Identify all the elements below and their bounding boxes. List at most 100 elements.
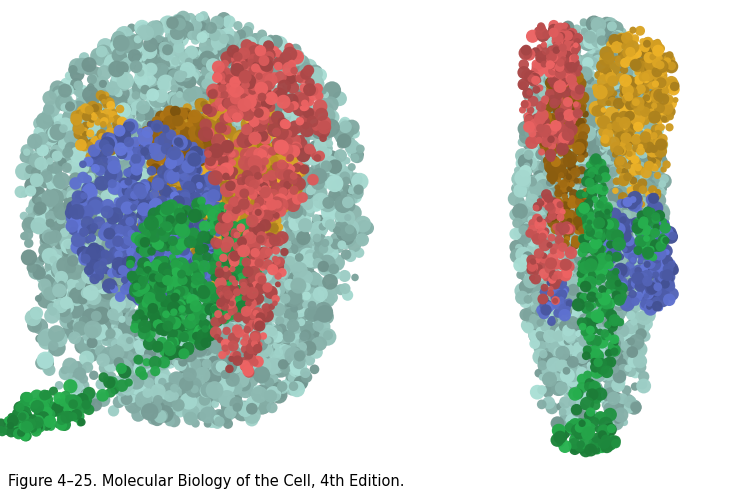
Point [209, 336, 221, 344]
Point [290, 54, 302, 62]
Point [295, 378, 307, 386]
Point [586, 217, 597, 225]
Point [59, 261, 71, 269]
Point [198, 302, 210, 309]
Point [544, 270, 556, 278]
Point [570, 293, 582, 301]
Point [598, 46, 610, 54]
Point [299, 201, 311, 209]
Point [127, 41, 139, 49]
Point [152, 380, 164, 388]
Point [162, 374, 174, 382]
Point [599, 391, 611, 399]
Point [195, 109, 207, 117]
Point [220, 134, 232, 142]
Point [555, 223, 567, 231]
Point [259, 145, 270, 153]
Point [137, 144, 149, 152]
Point [545, 231, 556, 239]
Point [598, 292, 610, 300]
Point [278, 141, 290, 149]
Point [21, 405, 32, 413]
Point [561, 81, 573, 89]
Point [164, 198, 176, 206]
Point [563, 171, 575, 179]
Point [136, 65, 147, 73]
Point [576, 133, 588, 141]
Point [251, 292, 263, 300]
Point [632, 217, 644, 225]
Point [89, 346, 100, 354]
Point [87, 274, 99, 282]
Point [556, 308, 567, 315]
Point [231, 369, 243, 377]
Point [622, 66, 633, 74]
Point [218, 144, 230, 152]
Point [586, 445, 597, 453]
Point [561, 352, 573, 360]
Point [140, 193, 152, 201]
Point [547, 153, 559, 160]
Point [647, 299, 658, 307]
Point [276, 143, 287, 151]
Point [213, 310, 224, 318]
Point [160, 79, 172, 87]
Point [549, 125, 561, 133]
Point [165, 273, 177, 281]
Point [572, 187, 583, 195]
Point [517, 270, 529, 277]
Point [213, 171, 225, 179]
Point [257, 53, 268, 61]
Point [329, 271, 341, 278]
Point [290, 365, 302, 373]
Point [654, 104, 666, 112]
Point [254, 343, 266, 351]
Point [254, 84, 265, 92]
Point [98, 150, 110, 157]
Point [240, 334, 251, 341]
Point [563, 259, 575, 267]
Point [205, 38, 216, 46]
Point [565, 117, 577, 125]
Point [292, 107, 303, 115]
Point [125, 186, 137, 194]
Point [141, 262, 152, 270]
Point [627, 143, 638, 151]
Point [644, 304, 656, 311]
Point [528, 126, 539, 134]
Point [554, 163, 566, 171]
Point [609, 317, 621, 325]
Point [603, 220, 615, 228]
Point [111, 333, 122, 341]
Point [155, 275, 166, 283]
Point [194, 235, 205, 243]
Point [199, 212, 211, 220]
Point [166, 202, 177, 210]
Point [588, 237, 600, 245]
Point [251, 98, 262, 106]
Point [561, 237, 573, 245]
Point [313, 172, 325, 180]
Point [158, 315, 170, 323]
Point [569, 297, 581, 305]
Point [602, 227, 614, 235]
Point [603, 261, 615, 269]
Point [627, 329, 638, 337]
Point [163, 207, 174, 215]
Point [554, 186, 566, 194]
Point [166, 331, 178, 339]
Point [559, 263, 570, 271]
Point [103, 226, 114, 234]
Point [214, 337, 226, 344]
Point [196, 169, 207, 177]
Point [243, 204, 255, 212]
Point [183, 181, 195, 189]
Point [581, 339, 592, 347]
Point [550, 122, 561, 130]
Point [608, 138, 620, 146]
Point [228, 276, 240, 284]
Point [586, 314, 597, 322]
Point [125, 310, 137, 318]
Point [208, 358, 220, 366]
Point [315, 141, 327, 149]
